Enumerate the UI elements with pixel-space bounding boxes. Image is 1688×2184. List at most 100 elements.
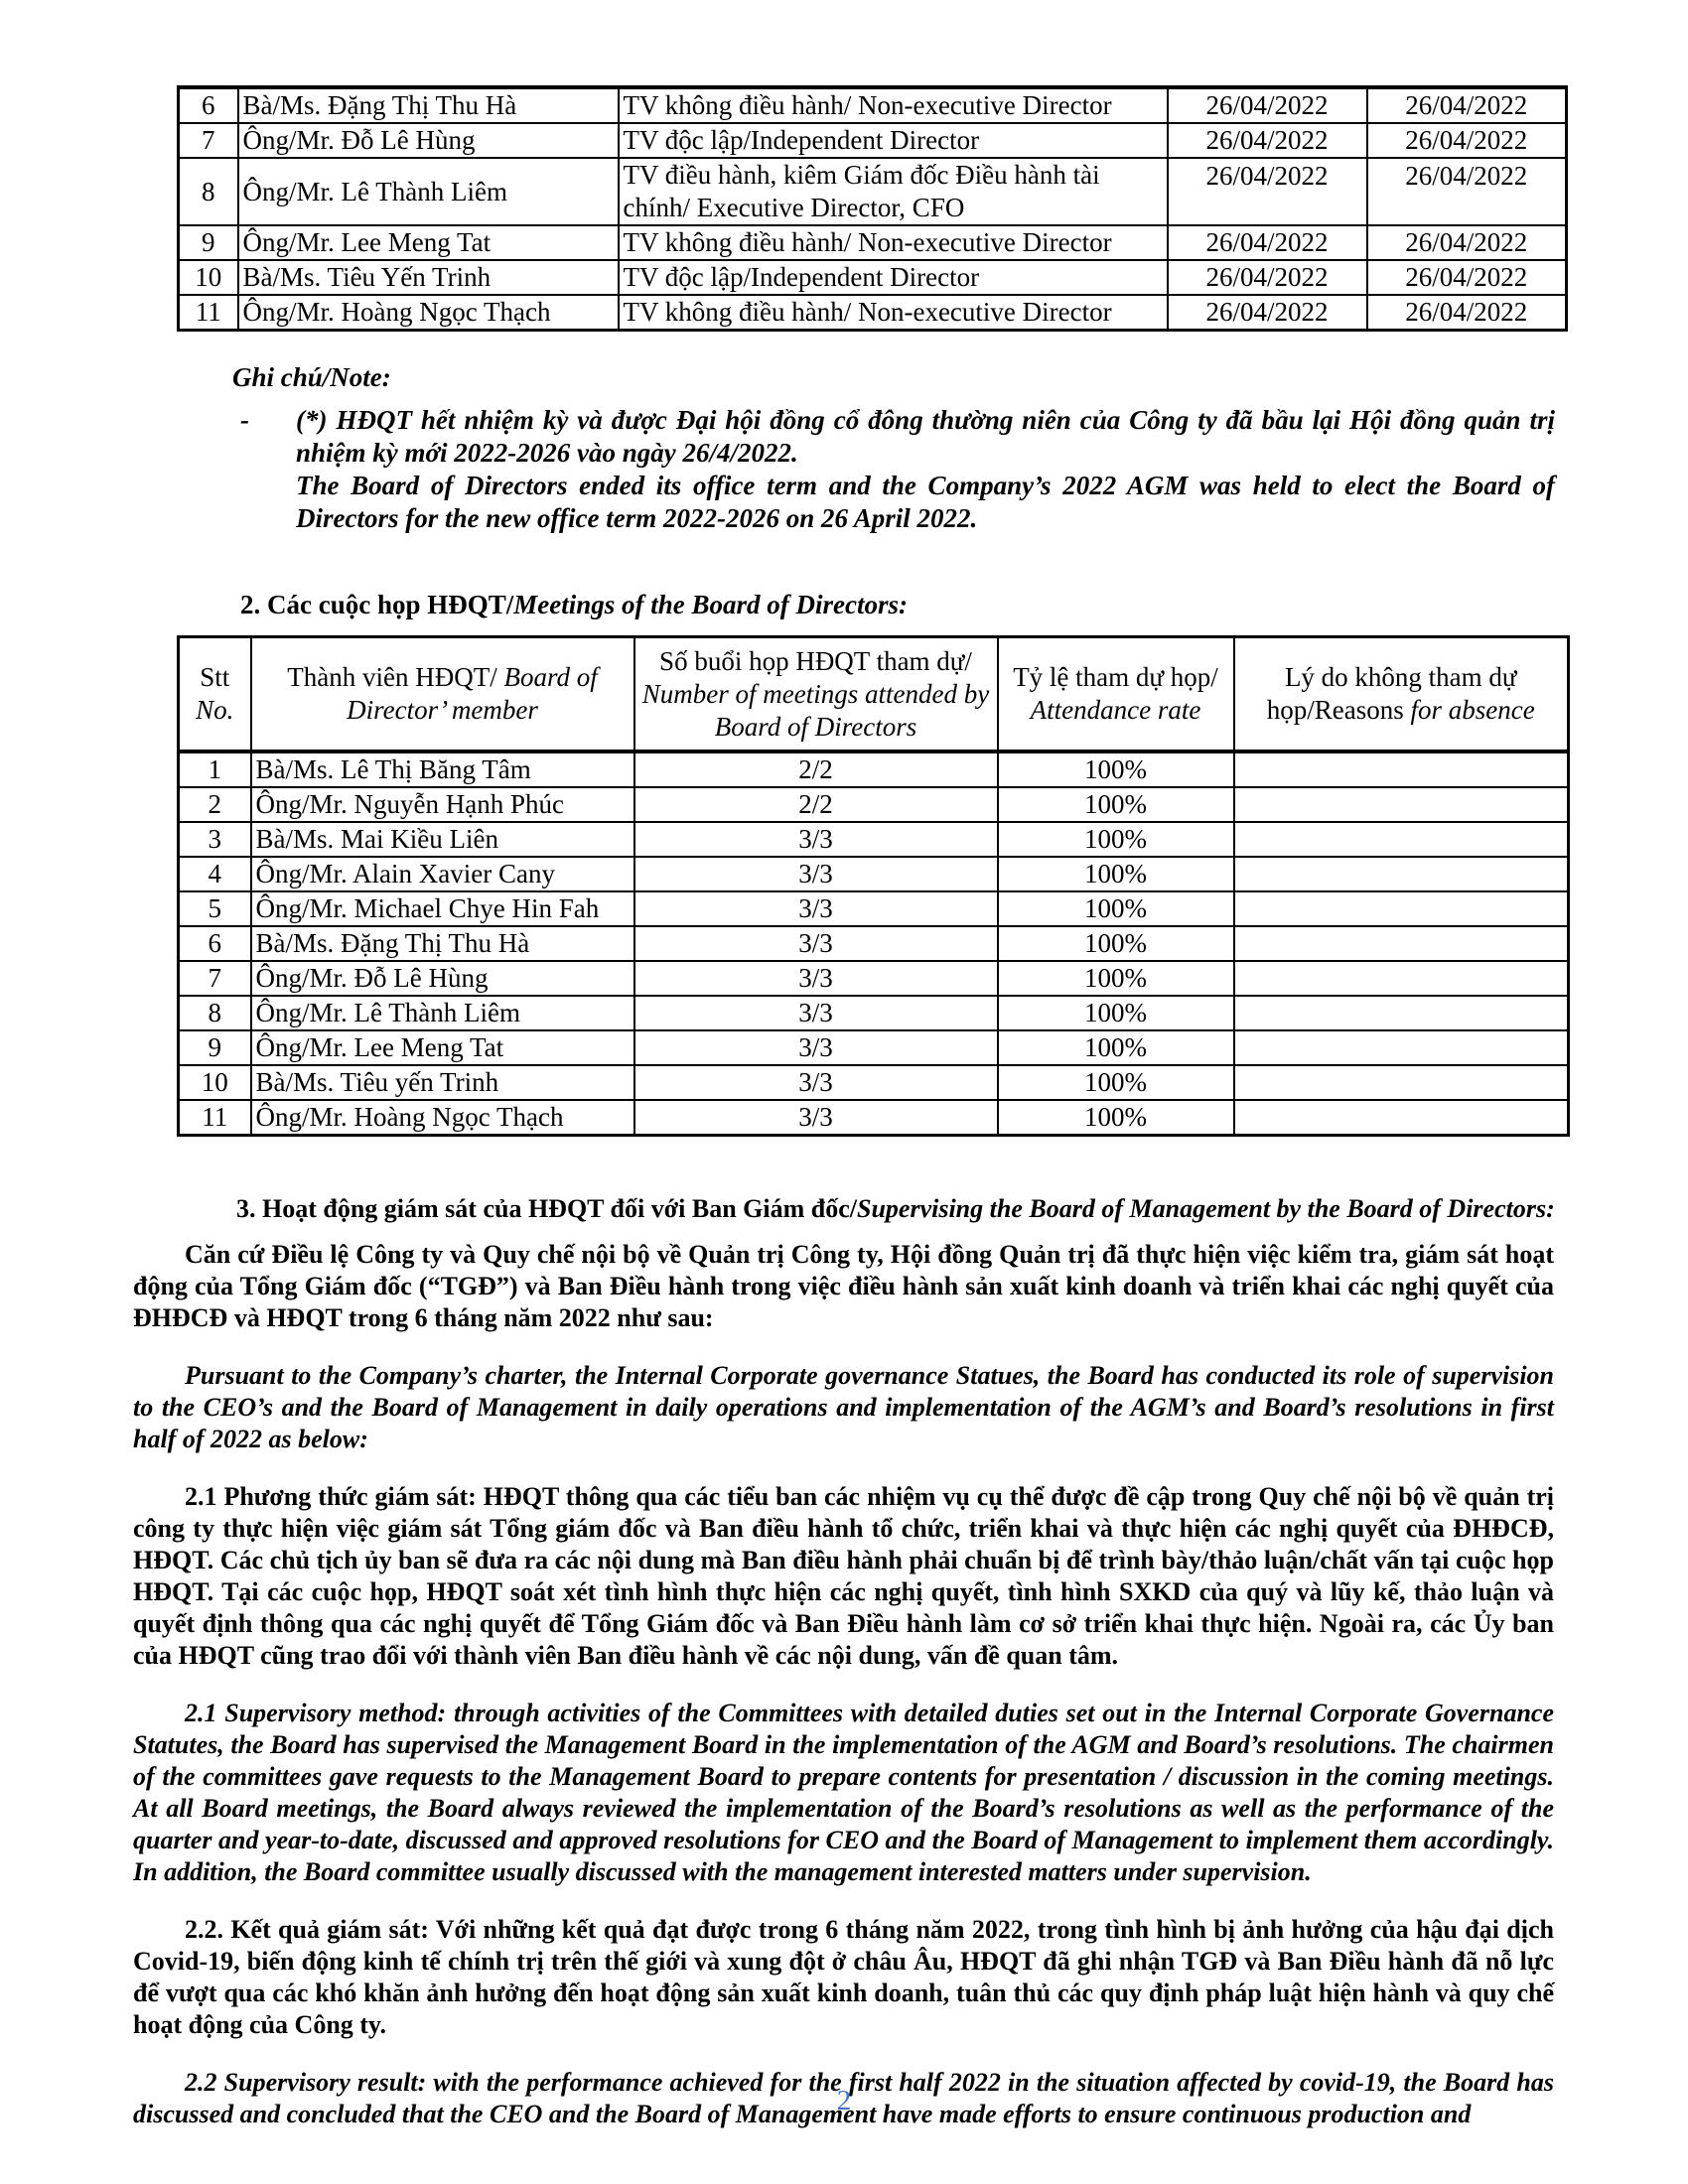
- member-role: TV không điều hành/ Non-executive Direct…: [617, 224, 1169, 261]
- row-attended: 3/3: [633, 960, 999, 997]
- row-name: Ông/Mr. Nguyễn Hạnh Phúc: [249, 786, 635, 823]
- table-row: 5 Ông/Mr. Michael Chye Hin Fah 3/3 100%: [177, 890, 1570, 927]
- table-row: 1 Bà/Ms. Lê Thị Băng Tâm 2/2 100%: [177, 751, 1570, 788]
- table-row: 10 Bà/Ms. Tiêu yến Trinh 3/3 100%: [177, 1064, 1570, 1101]
- section-2-heading-en: Meetings of the Board of Directors:: [513, 590, 908, 619]
- row-no: 2: [177, 786, 252, 823]
- row-rate: 100%: [996, 1099, 1235, 1137]
- table-header-row: Stt No. Thành viên HĐQT/ Board of Directo…: [177, 635, 1570, 753]
- row-no: 7: [177, 960, 252, 997]
- member-no: 9: [177, 224, 239, 261]
- row-no: 10: [177, 1064, 252, 1101]
- table-row: 4 Ông/Mr. Alain Xavier Cany 3/3 100%: [177, 856, 1570, 892]
- row-attended: 3/3: [633, 1029, 999, 1066]
- note-label: Ghi chú/Note:: [232, 362, 391, 392]
- row-no: 3: [177, 821, 252, 858]
- row-name: Bà/Ms. Tiêu yến Trinh: [249, 1064, 635, 1101]
- member-no: 8: [177, 157, 239, 226]
- note-body: (*) HĐQT hết nhiệm kỳ và được Đại hội đồ…: [296, 404, 1555, 535]
- row-attended: 2/2: [633, 751, 999, 788]
- member-role: TV độc lập/Independent Director: [617, 259, 1169, 296]
- row-no: 9: [177, 1029, 252, 1066]
- row-no: 6: [177, 925, 252, 962]
- table-row: 8 Ông/Mr. Lê Thành Liêm TV điều hành, ki…: [177, 157, 1568, 226]
- row-rate: 100%: [996, 960, 1235, 997]
- header-rate: Tỷ lệ tham dự họp/ Attendance rate: [996, 635, 1235, 753]
- section-2-heading-vi: 2. Các cuộc họp HĐQT/: [240, 590, 514, 619]
- member-no: 10: [177, 259, 239, 296]
- paragraph-supervision-en: Pursuant to the Company’s charter, the I…: [133, 1361, 1554, 1453]
- row-attended: 3/3: [633, 890, 999, 927]
- table-row: 11 Ông/Mr. Hoàng Ngọc Thạch 3/3 100%: [177, 1099, 1570, 1137]
- section-2-heading: 2. Các cuộc họp HĐQT/Meetings of the Boa…: [240, 589, 1554, 621]
- row-reason: [1232, 1064, 1570, 1101]
- row-rate: 100%: [996, 856, 1235, 892]
- member-date-1: 26/04/2022: [1166, 294, 1368, 332]
- section-3-heading-vi: 3. Hoạt động giám sát của HĐQT đối với B…: [236, 1194, 857, 1223]
- member-date-2: 26/04/2022: [1365, 224, 1568, 261]
- row-name: Bà/Ms. Đặng Thị Thu Hà: [249, 925, 635, 962]
- row-name: Ông/Mr. Lê Thành Liêm: [249, 995, 635, 1031]
- table-row: 10 Bà/Ms. Tiêu Yến Trinh TV độc lập/Inde…: [177, 259, 1568, 296]
- row-reason: [1232, 856, 1570, 892]
- row-rate: 100%: [996, 821, 1235, 858]
- member-name: Ông/Mr. Lê Thành Liêm: [236, 157, 620, 226]
- table-row: 9 Ông/Mr. Lee Meng Tat TV không điều hàn…: [177, 224, 1568, 261]
- row-rate: 100%: [996, 1064, 1235, 1101]
- row-rate: 100%: [996, 786, 1235, 823]
- table-row: 6 Bà/Ms. Đặng Thị Thu Hà 3/3 100%: [177, 925, 1570, 962]
- row-rate: 100%: [996, 925, 1235, 962]
- member-no: 6: [177, 86, 239, 124]
- row-name: Ông/Mr. Hoàng Ngọc Thạch: [249, 1099, 635, 1137]
- row-attended: 3/3: [633, 925, 999, 962]
- row-reason: [1232, 821, 1570, 858]
- row-no: 5: [177, 890, 252, 927]
- row-rate: 100%: [996, 751, 1235, 788]
- member-name: Ông/Mr. Hoàng Ngọc Thạch: [236, 294, 620, 332]
- row-no: 8: [177, 995, 252, 1031]
- table-row: 2 Ông/Mr. Nguyễn Hạnh Phúc 2/2 100%: [177, 786, 1570, 823]
- row-no: 11: [177, 1099, 252, 1137]
- paragraph-2-1-vi: 2.1 Phương thức giám sát: HĐQT thông qua…: [133, 1482, 1554, 1670]
- row-attended: 2/2: [633, 786, 999, 823]
- page-number: 2: [836, 2085, 852, 2116]
- table-row: 11 Ông/Mr. Hoàng Ngọc Thạch TV không điề…: [177, 294, 1568, 332]
- board-members-term-table: 6 Bà/Ms. Đặng Thị Thu Hà TV không điều h…: [177, 85, 1568, 332]
- row-reason: [1232, 995, 1570, 1031]
- table-row: 6 Bà/Ms. Đặng Thị Thu Hà TV không điều h…: [177, 86, 1568, 124]
- row-reason: [1232, 1099, 1570, 1137]
- note-text-vi: (*) HĐQT hết nhiệm kỳ và được Đại hội đồ…: [296, 405, 1555, 468]
- paragraph-2-1-en: 2.1 Supervisory method: through activiti…: [133, 1699, 1554, 1886]
- row-reason: [1232, 1029, 1570, 1066]
- row-name: Bà/Ms. Mai Kiều Liên: [249, 821, 635, 858]
- member-date-1: 26/04/2022: [1166, 122, 1368, 159]
- row-rate: 100%: [996, 890, 1235, 927]
- row-name: Ông/Mr. Alain Xavier Cany: [249, 856, 635, 892]
- row-reason: [1232, 786, 1570, 823]
- member-date-2: 26/04/2022: [1365, 259, 1568, 296]
- row-attended: 3/3: [633, 995, 999, 1031]
- row-attended: 3/3: [633, 856, 999, 892]
- paragraph-2-2-vi: 2.2. Kết quả giám sát: Với những kết quả…: [133, 1915, 1554, 2039]
- row-name: Ông/Mr. Michael Chye Hin Fah: [249, 890, 635, 927]
- member-name: Bà/Ms. Đặng Thị Thu Hà: [236, 86, 620, 124]
- member-role: TV điều hành, kiêm Giám đốc Điều hành tà…: [617, 157, 1169, 226]
- table-row: 8 Ông/Mr. Lê Thành Liêm 3/3 100%: [177, 995, 1570, 1031]
- header-reason: Lý do không tham dự họp/Reasons for abse…: [1232, 635, 1570, 753]
- member-date-1: 26/04/2022: [1166, 86, 1368, 124]
- member-name: Ông/Mr. Lee Meng Tat: [236, 224, 620, 261]
- row-attended: 3/3: [633, 821, 999, 858]
- member-role: TV không điều hành/ Non-executive Direct…: [617, 294, 1169, 332]
- section-3-heading: 3. Hoạt động giám sát của HĐQT đối với B…: [236, 1192, 1555, 1225]
- member-name: Ông/Mr. Đỗ Lê Hùng: [236, 122, 620, 159]
- member-no: 11: [177, 294, 239, 332]
- row-reason: [1232, 890, 1570, 927]
- member-date-1: 26/04/2022: [1166, 224, 1368, 261]
- table-row: 7 Ông/Mr. Đỗ Lê Hùng 3/3 100%: [177, 960, 1570, 997]
- member-date-2: 26/04/2022: [1365, 86, 1568, 124]
- board-meetings-table: Stt No. Thành viên HĐQT/ Board of Directo…: [177, 635, 1570, 1137]
- paragraph-2-2-en: 2.2 Supervisory result: with the perform…: [133, 2068, 1554, 2128]
- member-no: 7: [177, 122, 239, 159]
- row-rate: 100%: [996, 995, 1235, 1031]
